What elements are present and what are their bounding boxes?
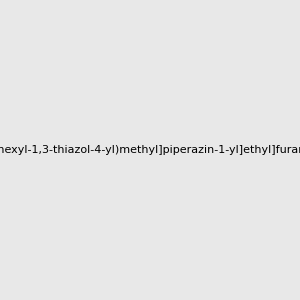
Text: N-[2-[4-[(2-cyclohexyl-1,3-thiazol-4-yl)methyl]piperazin-1-yl]ethyl]furan-2-carb: N-[2-[4-[(2-cyclohexyl-1,3-thiazol-4-yl)… [0,145,300,155]
